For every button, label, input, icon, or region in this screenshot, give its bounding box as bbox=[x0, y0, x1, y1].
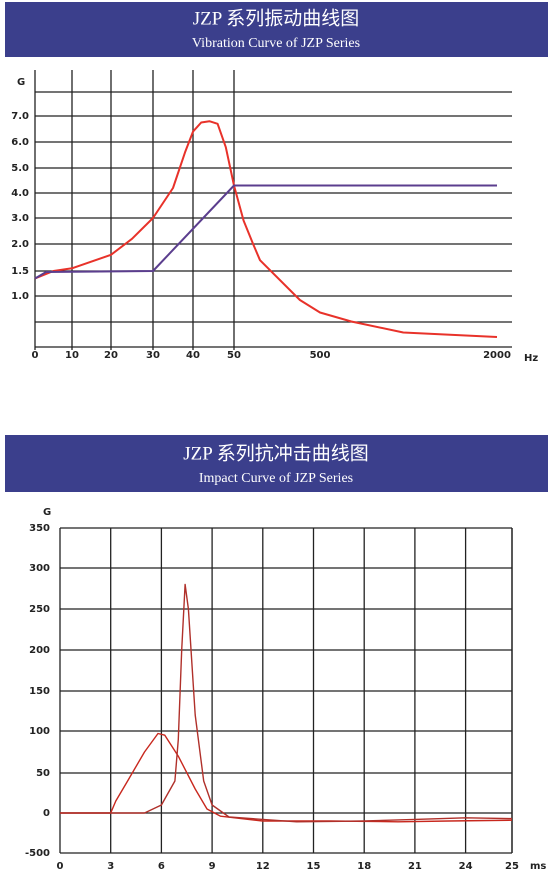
x-tick-label: 10 bbox=[65, 350, 79, 361]
x-unit: Hz bbox=[524, 353, 538, 364]
series-line bbox=[34, 120, 498, 338]
x-tick-label: 24 bbox=[459, 861, 473, 872]
x-tick-label: 25 bbox=[505, 861, 519, 872]
y-label: G bbox=[17, 77, 25, 88]
y-tick-label: 350 bbox=[29, 523, 50, 534]
y-tick-label: 6.0 bbox=[11, 137, 29, 148]
x-tick-label: 20 bbox=[104, 350, 118, 361]
series-line bbox=[34, 184, 497, 280]
y-tick-label: 300 bbox=[29, 563, 50, 574]
series-line bbox=[60, 583, 513, 823]
x-tick-label: 40 bbox=[186, 350, 200, 361]
y-tick-label: 50 bbox=[36, 768, 50, 779]
y-tick-label: 1.5 bbox=[11, 266, 29, 277]
y-tick-label: 5.0 bbox=[11, 163, 29, 174]
x-tick-label: 6 bbox=[158, 861, 165, 872]
y-tick-label: 3.0 bbox=[11, 213, 29, 224]
x-tick-label: 12 bbox=[256, 861, 270, 872]
y-tick-label: 2.0 bbox=[11, 239, 29, 250]
x-tick-label: 15 bbox=[307, 861, 321, 872]
x-tick-label: 21 bbox=[408, 861, 422, 872]
banner bbox=[5, 2, 548, 57]
y-tick-label: 100 bbox=[29, 726, 50, 737]
chart-title: JZP 系列抗冲击曲线图 bbox=[183, 442, 369, 464]
chart-subtitle: Impact Curve of JZP Series bbox=[199, 471, 353, 486]
y-tick-label: 4.0 bbox=[11, 188, 29, 199]
y-tick-label: 7.0 bbox=[11, 111, 29, 122]
x-tick-label: 18 bbox=[357, 861, 371, 872]
y-tick-label: -500 bbox=[25, 848, 50, 859]
x-tick-label: 0 bbox=[32, 350, 39, 361]
y-label: G bbox=[43, 507, 51, 518]
chart-title: JZP 系列振动曲线图 bbox=[193, 7, 360, 29]
x-tick-label: 500 bbox=[310, 350, 331, 361]
chart-subtitle: Vibration Curve of JZP Series bbox=[192, 36, 360, 51]
x-tick-label: 2000 bbox=[483, 350, 511, 361]
y-tick-label: 1.0 bbox=[11, 291, 29, 302]
y-tick-label: 200 bbox=[29, 645, 50, 656]
x-tick-label: 9 bbox=[209, 861, 216, 872]
y-tick-label: 150 bbox=[29, 686, 50, 697]
x-tick-label: 30 bbox=[146, 350, 160, 361]
x-tick-label: 0 bbox=[57, 861, 64, 872]
y-tick-label: 0 bbox=[43, 808, 50, 819]
x-tick-label: 50 bbox=[227, 350, 241, 361]
banner bbox=[5, 435, 548, 492]
y-tick-label: 250 bbox=[29, 604, 50, 615]
x-tick-label: 3 bbox=[107, 861, 114, 872]
x-unit: ms bbox=[530, 861, 546, 872]
series-line bbox=[60, 732, 513, 823]
